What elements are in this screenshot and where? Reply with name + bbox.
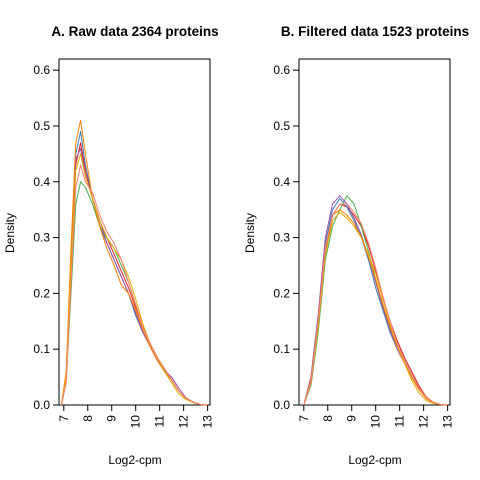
- panel-a-series-line-1: [60, 142, 208, 406]
- panel-a-x-tick-label: 9: [105, 415, 119, 422]
- panel-a-y-tick-label: 0.4: [33, 175, 50, 189]
- panel-a: A. Raw data 2364 proteins 0.00.10.20.30.…: [3, 24, 219, 467]
- panel-b-x-tick-label: 11: [393, 415, 407, 428]
- panel-a-y-tick-label: 0.1: [33, 342, 50, 356]
- panel-b-y-axis-label: Density: [243, 213, 257, 253]
- panel-a-y-tick-label: 0.2: [33, 286, 50, 300]
- panel-b-series-line-3: [303, 195, 448, 406]
- panel-b-y-axis: 0.0 0.1 0.2 0.3 0.4 0.5 0.6: [273, 63, 299, 412]
- panel-a-series-line-4: [60, 147, 208, 406]
- panel-a-series-line-6: [60, 153, 208, 406]
- panel-b-series-line-1: [303, 203, 448, 406]
- panel-b-y-tick-label: 0.5: [273, 119, 290, 133]
- panel-a-series-line-2: [60, 131, 208, 406]
- panel-b-y-tick-label: 0.1: [273, 342, 290, 356]
- panel-a-x-axis: 7 8 9 10 11 12 13: [57, 405, 215, 428]
- panel-b: B. Filtered data 1523 proteins 0.0 0.1 0.2…: [243, 24, 469, 467]
- panel-a-y-tick-label: 0.0: [33, 398, 50, 412]
- panel-b-series-line-4: [303, 195, 448, 406]
- panel-a-y-tick-label: 0.6: [33, 63, 50, 77]
- panel-b-series-line-2: [303, 198, 448, 406]
- panel-b-x-tick-label: 7: [297, 415, 311, 422]
- panel-b-x-axis: 7 8 9 10 11 12 13: [297, 405, 455, 428]
- panel-b-series-line-6: [303, 211, 448, 406]
- panel-b-series: [303, 195, 448, 406]
- panel-a-title: A. Raw data 2364 proteins: [51, 24, 218, 39]
- panel-b-series-line-7: [303, 203, 448, 406]
- panel-a-x-tick-label: 12: [177, 415, 191, 429]
- panel-b-x-tick-label: 10: [369, 415, 383, 429]
- panel-a-x-tick-label: 8: [81, 415, 95, 422]
- panel-b-x-axis-label: Log2-cpm: [348, 453, 401, 467]
- panel-a-y-tick-label: 0.3: [33, 231, 50, 245]
- panel-b-y-tick-label: 0.6: [273, 63, 290, 77]
- panel-a-x-axis-label: Log2-cpm: [108, 453, 161, 467]
- panel-a-x-tick-label: 13: [201, 415, 215, 429]
- panel-b-y-tick-label: 0.2: [273, 286, 290, 300]
- panel-a-series-line-3: [60, 181, 208, 406]
- panel-a-series: [60, 119, 208, 406]
- panel-b-y-tick-label: 0.0: [273, 398, 290, 412]
- panel-a-y-axis: 0.0 0.1 0.2 0.3 0.4 0.5 0.6: [33, 63, 59, 412]
- panel-b-plot-frame: [298, 58, 451, 406]
- panel-a-plot-frame: [58, 58, 211, 406]
- panel-a-y-axis-label: Density: [3, 213, 17, 253]
- panel-b-x-tick-label: 8: [321, 415, 335, 422]
- panel-b-x-tick-label: 9: [345, 415, 359, 422]
- panel-a-x-tick-label: 7: [57, 415, 71, 422]
- panel-a-y-tick-label: 0.5: [33, 119, 50, 133]
- panel-a-x-tick-label: 10: [129, 415, 143, 429]
- panel-a-x-tick-label: 11: [153, 415, 167, 428]
- panel-a-series-line-7: [60, 164, 208, 406]
- panel-b-y-tick-label: 0.3: [273, 231, 290, 245]
- panel-b-y-tick-label: 0.4: [273, 175, 290, 189]
- panel-b-x-tick-label: 12: [417, 415, 431, 429]
- panel-b-x-tick-label: 13: [441, 415, 455, 429]
- panel-b-title: B. Filtered data 1523 proteins: [281, 24, 469, 39]
